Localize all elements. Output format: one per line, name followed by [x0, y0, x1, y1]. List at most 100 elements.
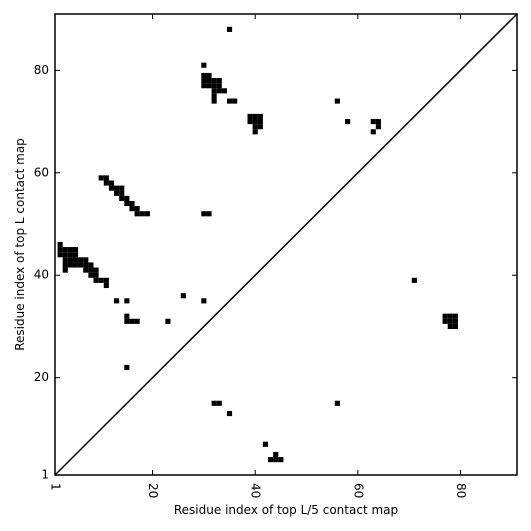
contact-cell [278, 457, 284, 463]
contact-cell [98, 277, 104, 283]
contact-cell [447, 323, 453, 330]
contact-cell [134, 318, 140, 324]
contact-cell [129, 200, 135, 207]
x-axis-label: Residue index of top L/5 contact map [174, 503, 398, 517]
x-tick-label: 80 [454, 483, 468, 498]
contact-cell [216, 83, 222, 89]
contact-cell [334, 400, 340, 406]
contact-cell [206, 78, 212, 84]
contact-cell [88, 272, 94, 278]
contact-cell [452, 318, 458, 324]
y-tick-label: 80 [34, 63, 49, 77]
contact-cell [124, 364, 130, 370]
axis-ticks [54, 14, 517, 476]
contact-cell [83, 267, 89, 273]
contact-cell [78, 262, 84, 268]
contact-cell [211, 93, 217, 99]
contact-cell [103, 277, 109, 283]
contact-cell [211, 88, 217, 94]
contact-cell [57, 241, 63, 248]
contact-cell [57, 247, 63, 253]
contact-cells [57, 26, 458, 463]
contact-cell [62, 252, 68, 258]
contact-cell [370, 119, 376, 125]
contact-cell [108, 185, 115, 191]
contact-cell [252, 129, 258, 135]
contact-cell [78, 257, 84, 263]
contact-cell [345, 119, 351, 125]
contact-cell [257, 124, 263, 130]
contact-cell [119, 185, 125, 191]
contact-cell [83, 262, 89, 268]
contact-cell [83, 257, 89, 263]
contact-cell [67, 247, 73, 253]
contact-cell [257, 113, 263, 119]
contact-cell [211, 98, 217, 104]
contact-cell [411, 277, 417, 283]
contact-cell [452, 313, 458, 319]
contact-cell [62, 267, 68, 273]
contact-cell [67, 257, 73, 263]
contact-cell [124, 195, 130, 201]
contact-cell [114, 190, 120, 196]
contact-cell [62, 262, 68, 268]
contact-cell [103, 180, 109, 186]
contact-cell [273, 451, 279, 458]
contact-cell [268, 457, 274, 463]
contact-cell [88, 267, 94, 273]
contact-cell [114, 185, 120, 191]
contact-cell [247, 119, 253, 125]
contact-cell [370, 129, 376, 135]
y-tick-label: 40 [34, 268, 49, 282]
contact-cell [72, 262, 79, 268]
contact-cell [257, 119, 263, 125]
contact-cell [144, 211, 150, 217]
contact-cell [447, 313, 453, 319]
contact-cell [201, 298, 207, 304]
contact-cell [62, 247, 68, 253]
contact-cell [452, 323, 458, 330]
y-axis-label: Residue index of top L contact map [13, 138, 27, 351]
contact-cell [57, 252, 63, 258]
contact-cell [206, 211, 212, 217]
contact-cell [67, 252, 73, 258]
contact-cell [252, 119, 258, 125]
contact-cell [211, 400, 217, 406]
contact-cell [124, 298, 130, 304]
contact-cell [103, 175, 109, 181]
contact-cell [262, 441, 269, 447]
contact-cell [93, 277, 99, 283]
contact-cell [98, 175, 104, 181]
contact-cell [180, 293, 186, 299]
contact-cell [124, 200, 130, 207]
contact-cell [201, 78, 207, 84]
x-tick-label: 20 [146, 483, 160, 498]
tick-labels: 1 20 40 60 80 1 20 40 60 80 [34, 63, 468, 498]
contact-cell [72, 252, 79, 258]
contact-cell [273, 457, 279, 463]
contact-cell [129, 318, 135, 324]
contact-cell [211, 78, 217, 84]
contact-cell [442, 318, 448, 324]
x-tick-label: 40 [249, 483, 263, 498]
contact-cell [67, 262, 73, 268]
y-tick-label: 20 [34, 370, 49, 384]
contact-cell [211, 83, 217, 89]
contact-cell [124, 313, 130, 319]
x-tick-label: 1 [49, 483, 63, 491]
contact-cell [124, 318, 130, 324]
x-tick-label: 60 [351, 483, 365, 498]
contact-cell [62, 257, 68, 263]
contact-cell [165, 318, 171, 324]
contact-cell [134, 206, 140, 212]
contact-cell [201, 211, 207, 217]
contact-cell [216, 400, 222, 406]
contact-cell [226, 26, 233, 32]
contact-cell [201, 83, 207, 89]
contact-cell [88, 262, 94, 268]
contact-cell [442, 313, 448, 319]
contact-cell [375, 119, 381, 125]
diagonal-line [54, 13, 518, 476]
contact-cell [72, 247, 79, 253]
